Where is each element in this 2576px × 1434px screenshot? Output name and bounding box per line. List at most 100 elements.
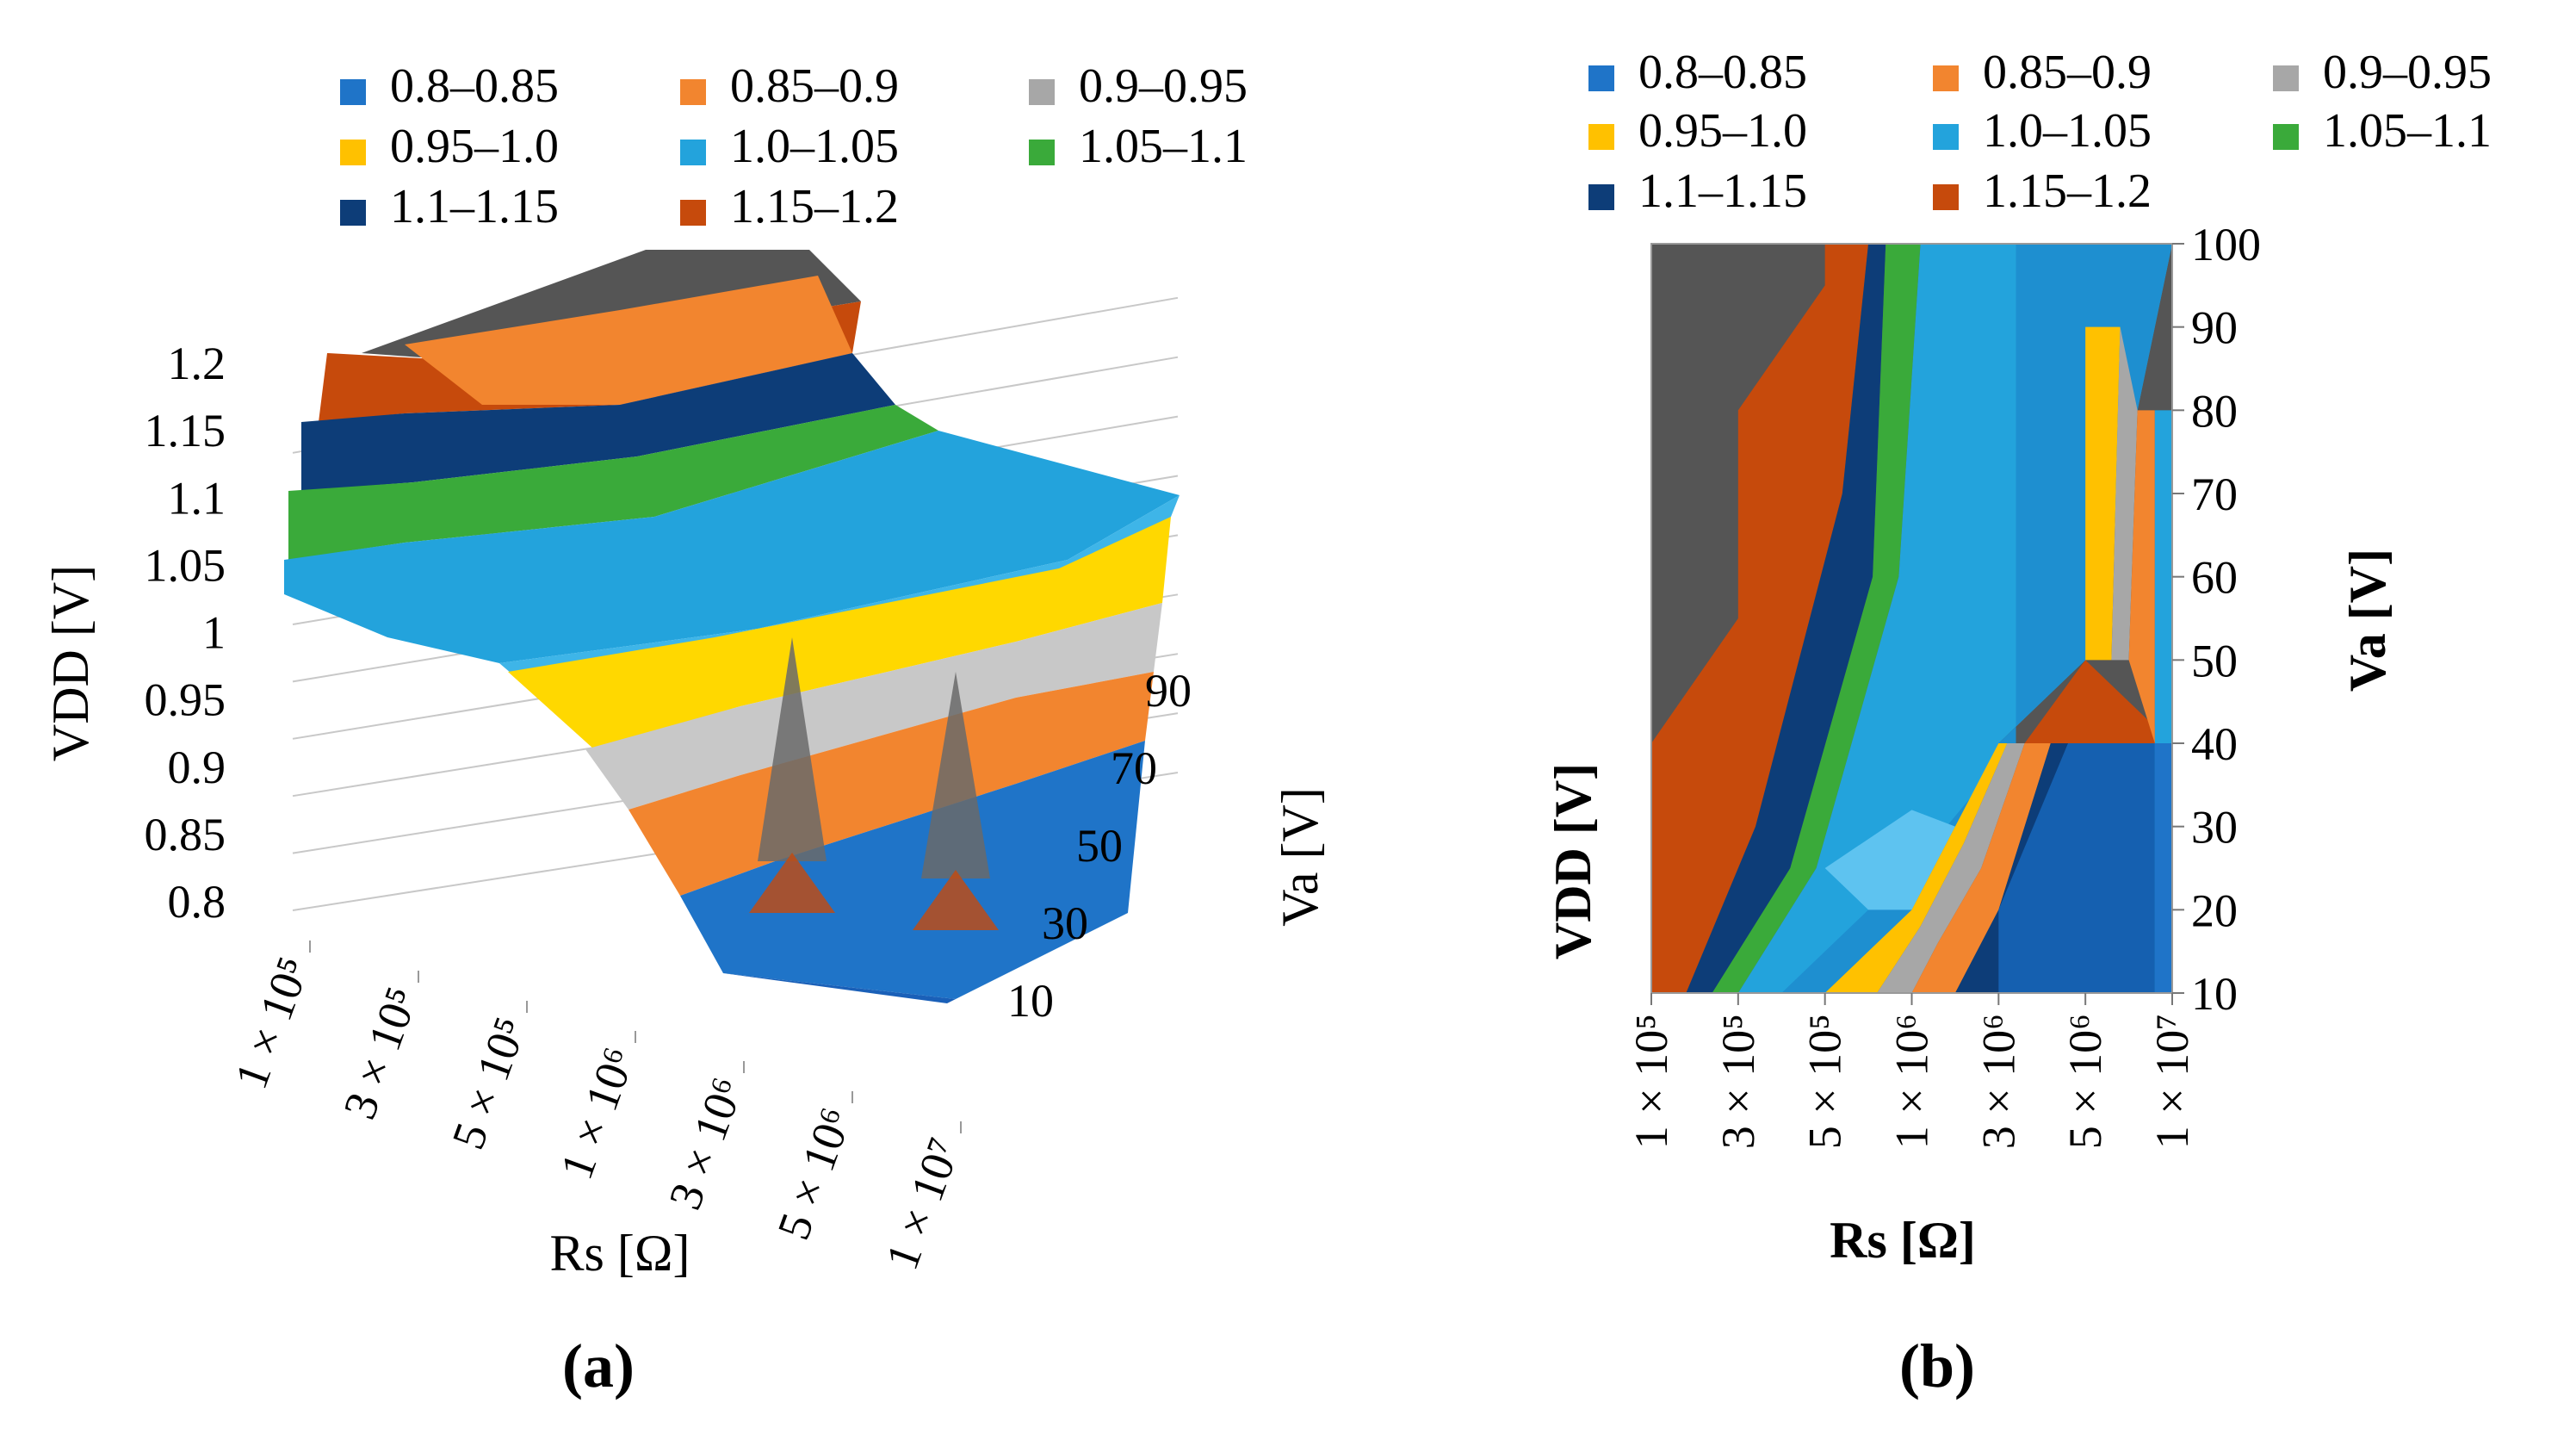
y-tick-label: 30 — [2191, 802, 2238, 854]
legend-b-entry-2: 0.9–0.95 — [2323, 46, 2492, 99]
panel-b-legend: 0.8–0.85 0.85–0.9 0.9–0.95 0.95–1.0 1.0–1.05… — [1588, 46, 2492, 218]
y-tick-label: 20 — [2191, 885, 2238, 936]
legend-b-swatch-0 — [1588, 65, 1614, 91]
z-tick-label: 0.8 — [168, 876, 226, 928]
legend-a-swatch-2 — [1029, 79, 1055, 105]
legend-b-swatch-7 — [1933, 184, 1959, 210]
surface-spike — [913, 870, 999, 930]
surface-spike — [921, 672, 990, 878]
y-tick-label: 70 — [2191, 469, 2238, 520]
legend-b-entry-3: 0.95–1.0 — [1638, 104, 1807, 158]
legend-b-swatch-6 — [1588, 184, 1614, 210]
legend-b-swatch-3 — [1588, 124, 1614, 150]
panel-b-x-ticks: 1 × 10⁵ 3 × 10⁵ 5 × 10⁵ 1 × 10⁶ 3 × 10⁶ 5 × 1… — [1625, 993, 2198, 1149]
y-tick-label: 40 — [2191, 718, 2238, 770]
legend-b-entry-6: 1.1–1.15 — [1638, 165, 1807, 218]
panel-b-y-ticks: 10 20 30 40 50 60 70 80 90 100 — [2172, 219, 2261, 1020]
x-tick-label: 3 × 10⁶ — [1972, 1014, 2024, 1149]
surface-spike — [758, 637, 827, 861]
heatmap-region — [1781, 244, 2172, 993]
legend-b-entry-4: 1.0–1.05 — [1983, 104, 2152, 158]
z-tick-label: 0.9 — [168, 742, 226, 793]
heatmap-region — [1911, 743, 2051, 993]
surface-band — [288, 405, 938, 560]
heatmap-region — [1712, 244, 1921, 993]
z-tick-label: 1.2 — [168, 338, 226, 389]
legend-b-entry-7: 1.15–1.2 — [1983, 165, 2152, 218]
y-tick-label: 70 — [1111, 742, 1157, 794]
y-tick-label: 50 — [2191, 635, 2238, 686]
y-tick-label: 60 — [2191, 552, 2238, 604]
y-tick-label: 100 — [2191, 219, 2261, 270]
panel-b-chart: 0.8–0.85 0.85–0.9 0.9–0.95 0.95–1.0 1.0–1.05… — [1545, 46, 2492, 1400]
z-tick-label: 0.95 — [145, 674, 226, 726]
surface-band — [284, 431, 1180, 663]
y-tick-label: 10 — [1007, 975, 1054, 1027]
panel-b-heatmap — [1650, 243, 2173, 994]
surface-band — [508, 517, 1171, 749]
panel-a-y-ticks: 10 30 50 70 90 — [1007, 665, 1192, 1027]
panel-a-label: (a) — [562, 1332, 635, 1400]
legend-a-entry-6: 1.1–1.15 — [390, 180, 559, 233]
x-tick-label: 3 × 10⁶ — [659, 1071, 753, 1216]
y-tick-label: 80 — [2191, 385, 2238, 437]
heatmap-region — [2085, 326, 2121, 661]
panel-a-chart: 0.8–0.85 0.85–0.9 0.9–0.95 0.95–1.0 1.0–1.05… — [42, 59, 1328, 1400]
y-tick-label: 90 — [2191, 302, 2238, 354]
legend-b-swatch-4 — [1933, 124, 1959, 150]
x-tick-label: 3 × 10⁵ — [1712, 1014, 1764, 1149]
surface-band — [629, 672, 1154, 896]
legend-b-swatch-2 — [2273, 65, 2299, 91]
legend-a-entry-0: 0.8–0.85 — [390, 59, 559, 113]
legend-a-swatch-6 — [340, 200, 366, 226]
legend-a-swatch-4 — [680, 140, 706, 165]
x-tick-label: 1 × 10⁷ — [2146, 1014, 2198, 1149]
x-tick-label: 1 × 10⁶ — [550, 1041, 645, 1186]
legend-a-swatch-7 — [680, 200, 706, 226]
heatmap-region — [1686, 244, 1886, 993]
x-tick-label: 5 × 10⁶ — [767, 1102, 862, 1246]
z-tick-label: 1.05 — [145, 539, 226, 591]
panel-a-z-ticks: 0.8 0.85 0.9 0.95 1 1.05 1.1 1.15 1.2 — [145, 338, 226, 928]
legend-a-swatch-5 — [1029, 140, 1055, 165]
heatmap-region — [1998, 743, 2172, 993]
x-tick-label: 5 × 10⁵ — [442, 1011, 536, 1156]
y-tick-label: 30 — [1042, 897, 1088, 949]
panel-b-x-axis-label: Rs [Ω] — [1830, 1212, 1976, 1269]
legend-a-entry-3: 0.95–1.0 — [390, 120, 559, 173]
heatmap-region — [1824, 743, 2008, 993]
legend-b-swatch-1 — [1933, 65, 1959, 91]
x-tick-label: 3 × 10⁵ — [333, 981, 428, 1126]
legend-b-entry-1: 0.85–0.9 — [1983, 46, 2152, 99]
surface-band — [680, 741, 1145, 999]
heatmap-region — [2024, 660, 2172, 743]
panel-a-x-axis-label: Rs [Ω] — [550, 1225, 690, 1282]
legend-a-swatch-3 — [340, 140, 366, 165]
legend-a-swatch-0 — [340, 79, 366, 105]
legend-b-swatch-5 — [2273, 124, 2299, 150]
surface-spike — [749, 853, 835, 913]
surface-band — [301, 353, 895, 491]
heatmap-region — [2111, 326, 2138, 661]
heatmap-region — [2128, 410, 2155, 743]
panel-b-z-axis-label: VDD [V] — [1545, 763, 1601, 959]
panel-a-surface — [284, 250, 1180, 1003]
panel-a-y-axis-label: Va [V] — [1272, 787, 1328, 927]
heatmap-region — [1651, 244, 1869, 993]
legend-a-entry-4: 1.0–1.05 — [730, 120, 899, 173]
x-tick-label: 1 × 10⁶ — [1886, 1014, 1938, 1149]
legend-a-entry-7: 1.15–1.2 — [730, 180, 899, 233]
panel-b-y-axis-label: Va [V] — [2339, 549, 2396, 692]
y-tick-label: 10 — [2191, 968, 2238, 1020]
legend-a-swatch-1 — [680, 79, 706, 105]
z-tick-label: 0.85 — [145, 809, 226, 860]
z-tick-label: 1.15 — [145, 405, 226, 456]
heatmap-region — [2154, 743, 2172, 993]
heatmap-region — [1877, 743, 2025, 993]
legend-a-entry-1: 0.85–0.9 — [730, 59, 899, 113]
z-tick-label: 1 — [202, 607, 226, 659]
legend-b-entry-5: 1.05–1.1 — [2323, 104, 2492, 158]
panel-b-label: (b) — [1899, 1332, 1975, 1400]
x-tick-label: 1 × 10⁷ — [876, 1132, 970, 1276]
